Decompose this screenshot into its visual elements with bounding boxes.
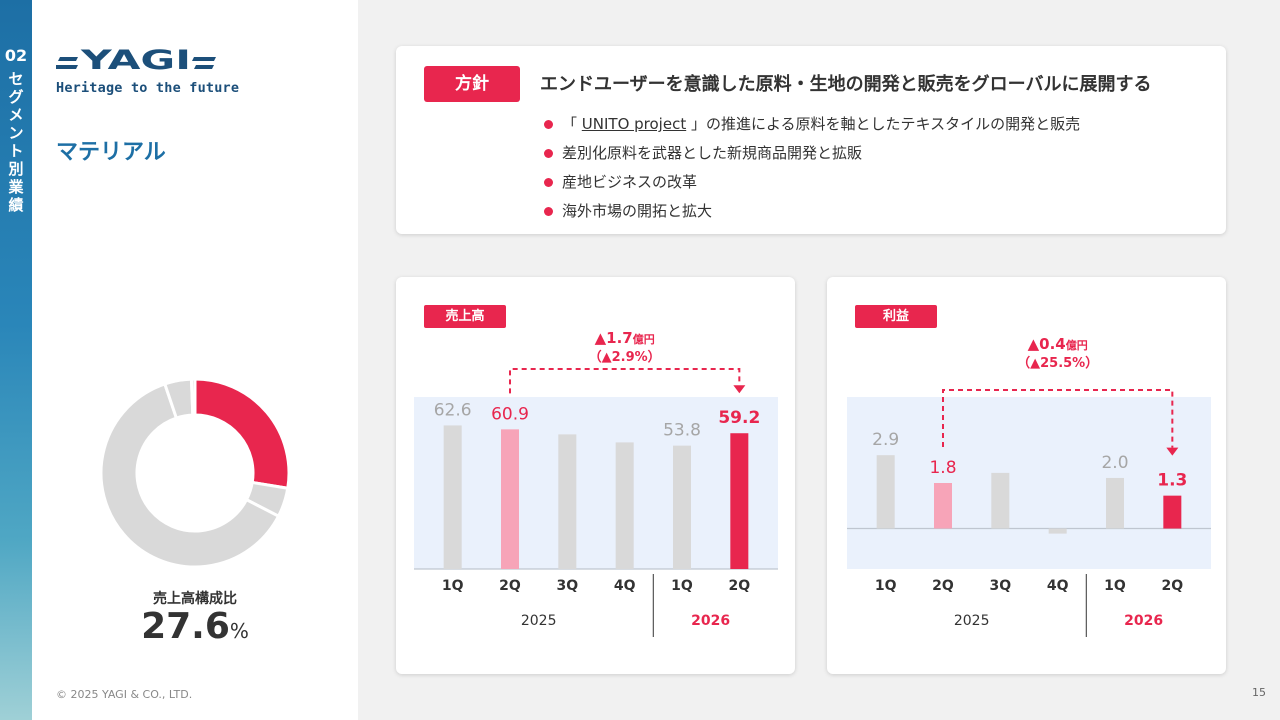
chart-bar <box>443 425 462 569</box>
donut-slice <box>189 378 197 417</box>
chart-group-label: 2026 <box>691 613 730 629</box>
chart-tick-label: 1Q <box>671 578 693 594</box>
chart-tick-label: 2Q <box>1162 578 1184 594</box>
chart-bar <box>876 455 895 529</box>
chart-bar <box>558 434 577 569</box>
sales-chart-card: 売上高 62.6 1Q 60.9 2Q 3Q 4Q 53.8 1Q 59.2 2Q 2025 2026… <box>396 277 795 674</box>
sales-chart-title: 売上高 <box>424 305 506 328</box>
policy-item: 「 UNITO project 」の推進による原料を軸としたテキスタイルの開発と… <box>544 114 1080 143</box>
policy-item: 海外市場の開拓と拡大 <box>544 201 1080 230</box>
chart-data-label: 59.2 <box>718 408 760 428</box>
chart-bar <box>730 433 749 569</box>
composition-value: 27.6% <box>32 606 358 647</box>
policy-card: 方針 エンドユーザーを意識した原料・生地の開発と販売をグローバルに展開する 「 … <box>396 46 1226 234</box>
brand-tagline: Heritage to the future <box>56 80 240 96</box>
yagi-logo: YAGI <box>54 44 226 78</box>
chart-bar <box>991 472 1010 529</box>
chart-tick-label: 2Q <box>499 578 521 594</box>
composition-number: 27.6 <box>141 606 230 647</box>
section-strip: 02 セグメント別業績 <box>0 0 32 720</box>
policy-item-suffix: 」の推進による原料を軸としたテキスタイルの開発と販売 <box>686 115 1081 133</box>
chart-group-label: 2025 <box>521 613 557 629</box>
chart-bar <box>1163 495 1182 529</box>
chart-tick-label: 1Q <box>442 578 464 594</box>
chart-bar <box>673 445 691 569</box>
chart-bar <box>501 429 519 569</box>
chart-tick-label: 4Q <box>1047 578 1069 594</box>
policy-item: 差別化原料を武器とした新規商品開発と拡販 <box>544 143 1080 172</box>
composition-label: 売上高構成比 <box>153 591 237 607</box>
chart-tick-label: 2Q <box>932 578 954 594</box>
chart-change-arrowhead <box>733 385 746 394</box>
policy-list: 「 UNITO project 」の推進による原料を軸としたテキスタイルの開発と… <box>544 114 1080 230</box>
chart-change-percent: （▲2.9%） <box>589 349 661 365</box>
section-number: 02 <box>4 46 28 65</box>
sales-composition-donut <box>100 378 290 568</box>
chart-bar <box>615 442 634 569</box>
sales-bar-chart: 62.6 1Q 60.9 2Q 3Q 4Q 53.8 1Q 59.2 2Q 2025 2026 ▲1.7… <box>414 329 778 637</box>
chart-data-label: 2.9 <box>872 430 899 450</box>
chart-data-label: 2.0 <box>1101 453 1128 473</box>
chart-change-bracket <box>509 368 741 394</box>
composition-unit: % <box>229 619 249 643</box>
logo-text: YAGI <box>79 45 191 74</box>
section-label: セグメント別業績 <box>8 70 24 214</box>
policy-item: 産地ビジネスの改革 <box>544 172 1080 201</box>
chart-bar <box>934 483 952 529</box>
policy-heading: エンドユーザーを意識した原料・生地の開発と販売をグローバルに展開する <box>540 74 1152 95</box>
profit-chart-card: 利益 2.9 1Q 1.8 2Q 3Q 4Q 2.0 1Q 1.3 2Q 2025 2026 ▲0.4億… <box>827 277 1226 674</box>
chart-tick-label: 1Q <box>1104 578 1126 594</box>
chart-change-percent: （▲25.5%） <box>1017 355 1098 371</box>
chart-data-label: 1.8 <box>929 458 956 478</box>
chart-tick-label: 2Q <box>729 578 751 594</box>
chart-bar <box>1106 477 1124 529</box>
policy-badge: 方針 <box>424 66 520 102</box>
segment-title: マテリアル <box>56 140 166 165</box>
policy-item-prefix: 「 <box>562 115 582 133</box>
profit-bar-chart: 2.9 1Q 1.8 2Q 3Q 4Q 2.0 1Q 1.3 2Q 2025 2026 ▲0.4億円 （▲… <box>847 335 1211 637</box>
chart-group-label: 2026 <box>1124 613 1163 629</box>
chart-tick-label: 3Q <box>990 578 1012 594</box>
chart-data-label: 60.9 <box>491 404 529 424</box>
page-number: 15 <box>1252 686 1266 699</box>
chart-change-arrowhead <box>1166 447 1179 456</box>
chart-tick-label: 3Q <box>557 578 579 594</box>
chart-plot-band <box>414 397 778 569</box>
chart-change-amount: ▲1.7億円 <box>595 329 655 347</box>
chart-bar <box>1048 528 1067 534</box>
chart-group-label: 2025 <box>954 613 990 629</box>
copyright: © 2025 YAGI & CO., LTD. <box>56 688 193 701</box>
chart-data-label: 53.8 <box>663 421 701 441</box>
chart-change-amount: ▲0.4億円 <box>1028 335 1088 353</box>
chart-data-label: 1.3 <box>1157 471 1187 491</box>
chart-change-bracket <box>942 389 1174 448</box>
unito-project-link[interactable]: UNITO project <box>581 115 687 133</box>
chart-tick-label: 1Q <box>875 578 897 594</box>
donut-slice <box>193 378 290 491</box>
profit-chart-title: 利益 <box>855 305 937 328</box>
donut-slice <box>100 382 281 568</box>
left-panel: YAGI Heritage to the future マテリアル 売上高構成比… <box>32 0 358 720</box>
chart-data-label: 62.6 <box>434 400 472 420</box>
chart-tick-label: 4Q <box>614 578 636 594</box>
chart-plot-band <box>847 397 1211 569</box>
